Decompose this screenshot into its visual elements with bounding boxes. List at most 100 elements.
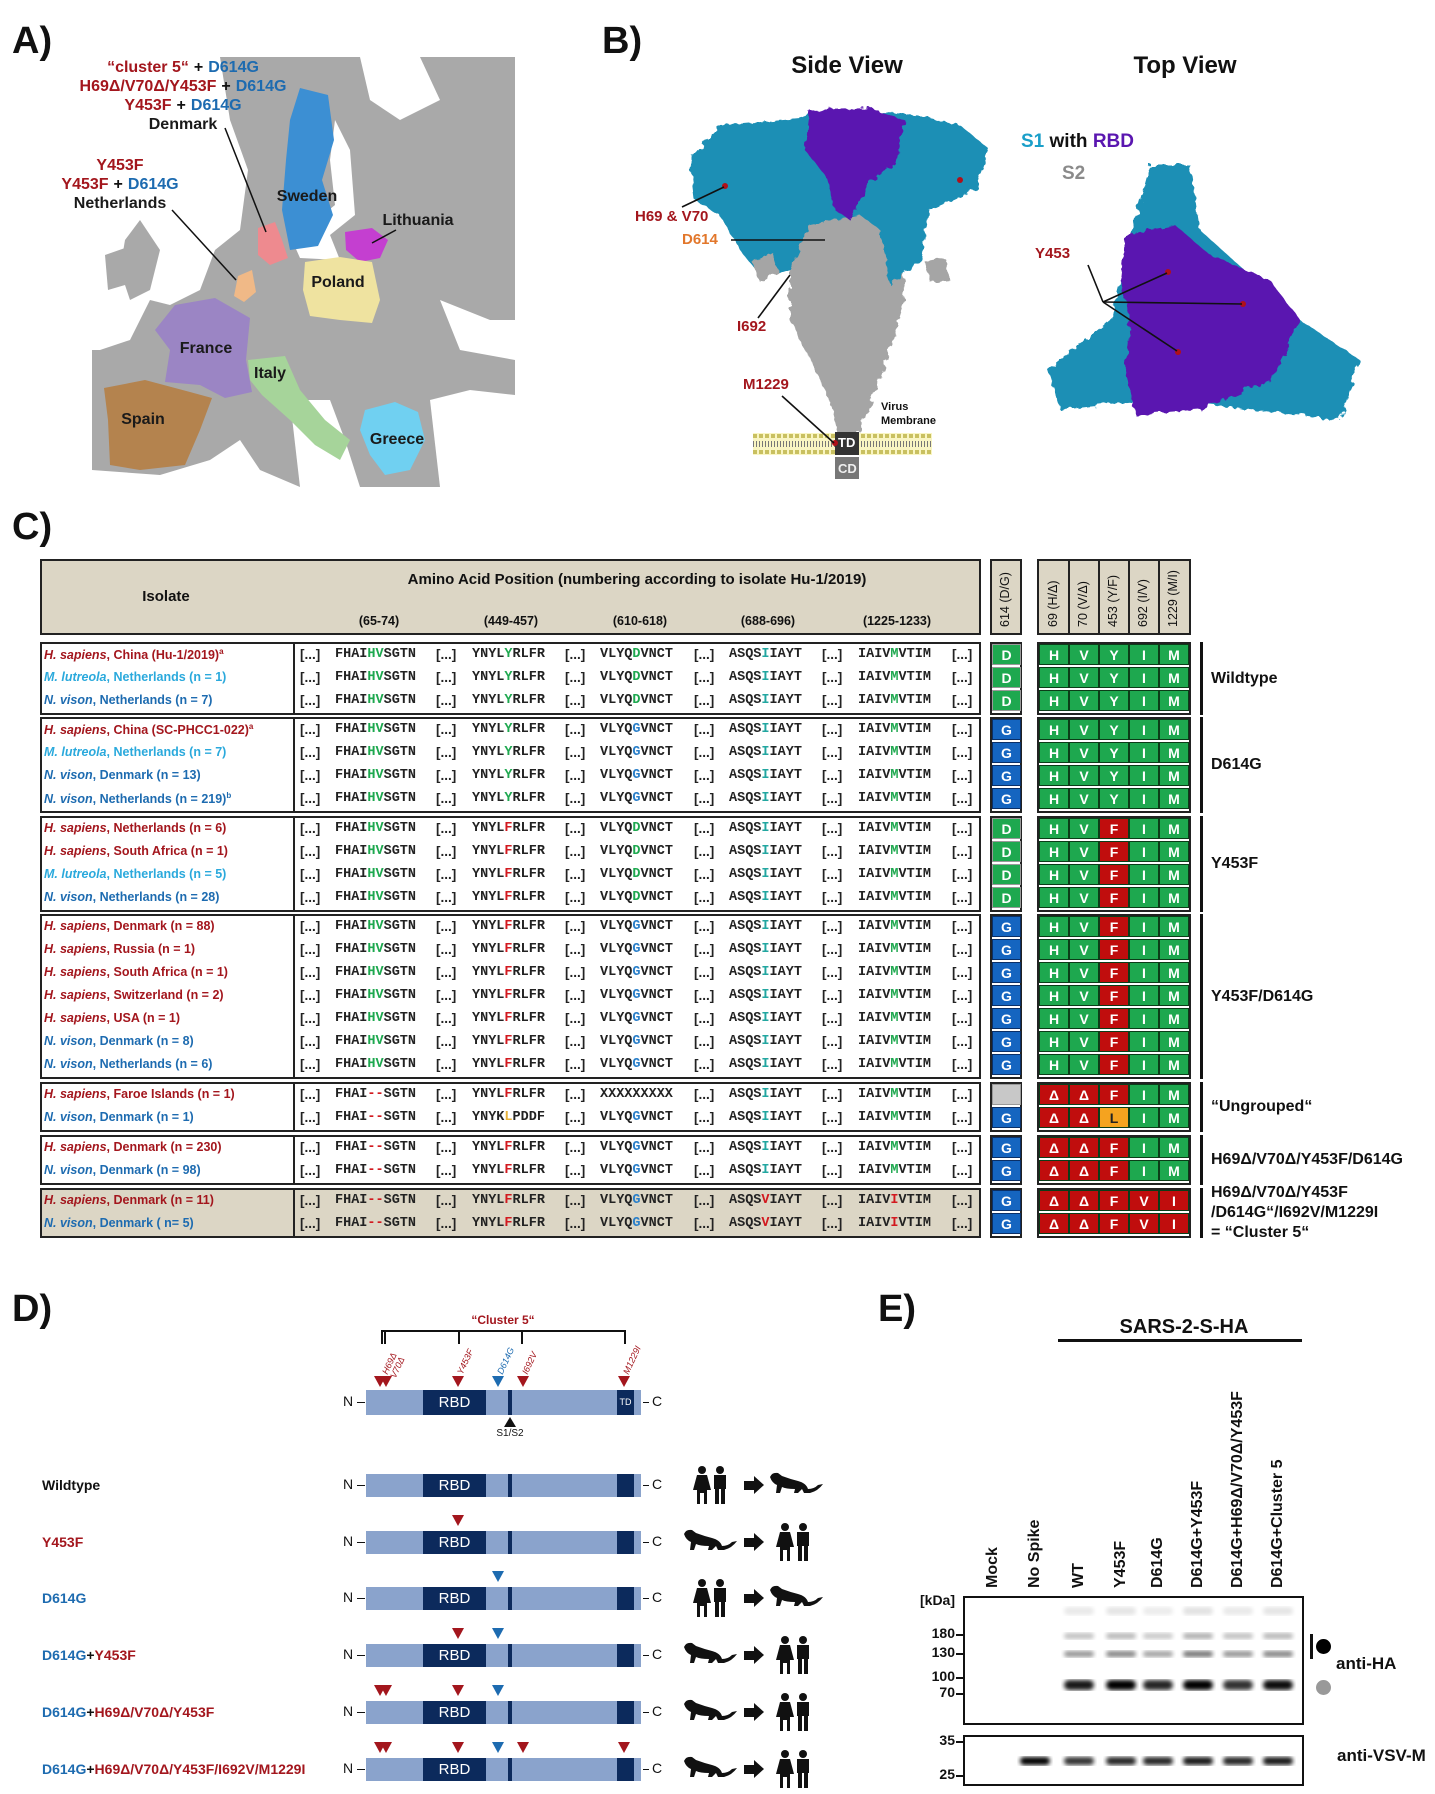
variant-label-part: D614G (42, 1590, 87, 1606)
c-dash (643, 1402, 649, 1403)
mutation-cell: I (1129, 1107, 1159, 1128)
ellipsis: [...] (565, 693, 586, 708)
mutation-marker-icon (452, 1376, 464, 1387)
variant-blue: D614G (190, 97, 242, 114)
sequence-group-box (293, 642, 981, 715)
residues: YNYL (472, 942, 505, 957)
residues: IAIV (858, 1110, 891, 1125)
anti-vsv-m-blot (963, 1735, 1304, 1786)
sequence-segment: FHAIHVSGTN (335, 647, 416, 662)
residues: IAIV (858, 867, 891, 882)
mutation-cell: I (1129, 887, 1159, 908)
humans-icon (776, 1693, 812, 1731)
residues: SGTN (383, 942, 417, 957)
residue-614-cell: G (992, 1107, 1021, 1128)
highlighted-residue: Y (504, 745, 513, 760)
residues: RLFR (512, 745, 545, 760)
group-bracket (1200, 1135, 1203, 1185)
mutation-cell: I (1129, 1160, 1159, 1181)
residue-614-cell: G (992, 1008, 1021, 1029)
c-dash (643, 1542, 649, 1543)
residues: VLYQ (600, 1216, 633, 1231)
highlighted-residue: M (890, 670, 899, 685)
humans-icon (776, 1750, 812, 1788)
residues: FHAI (335, 1110, 368, 1125)
highlighted-residue: -- (367, 1216, 384, 1231)
residue-614-cell: D (992, 667, 1021, 688)
mutation-cell: F (1099, 1084, 1129, 1105)
mutation-columns-header (1037, 559, 1191, 635)
highlighted-residue: HV (367, 821, 384, 836)
highlighted-residue: G (632, 919, 641, 934)
ellipsis: [...] (565, 821, 586, 836)
sequence-segment: YNYLYRLFR (472, 693, 545, 708)
mutation-column-header: 69 (H/Δ) (1046, 580, 1060, 627)
isolate-origin: , Netherlands (n = 6) (106, 821, 227, 835)
ellipsis: [...] (300, 768, 321, 783)
label-france: France (179, 340, 233, 357)
highlighted-residue: M (890, 1110, 899, 1125)
residues: IAYT (769, 1140, 802, 1155)
lane-label: WT (1070, 1563, 1087, 1588)
residues: ASQS (729, 844, 762, 859)
mutation-cell: Δ (1069, 1084, 1099, 1105)
ellipsis: [...] (565, 768, 586, 783)
residues: RLFR (512, 1216, 545, 1231)
sequence-segment: FHAI--SGTN (335, 1087, 416, 1102)
mutation-cell: V (1069, 887, 1099, 908)
sequence-segment: FHAIHVSGTN (335, 942, 416, 957)
residues: IAIV (858, 647, 891, 662)
mutation-marker-icon (452, 1515, 464, 1526)
ellipsis: [...] (822, 693, 843, 708)
isolate-origin: , Denmark ( n= 5) (92, 1216, 194, 1230)
highlighted-residue: G (632, 988, 641, 1003)
full-length-dot-icon (1316, 1639, 1331, 1654)
ellipsis: [...] (822, 1193, 843, 1208)
highlighted-residue: M (890, 745, 899, 760)
sequence-group-box (293, 717, 981, 813)
host-species: H. sapiens (44, 821, 107, 835)
full-length-bracket (1310, 1634, 1313, 1659)
cleavage-label: S1/S2 (496, 1428, 524, 1439)
highlighted-residue: L (504, 1110, 513, 1125)
sequence-segment: VLYQDVNCT (600, 693, 673, 708)
residues: RLFR (512, 647, 545, 662)
residues: VLYQ (600, 745, 633, 760)
legend-s2: S2 (1062, 163, 1086, 184)
sequence-segment: IAIVMVTIM (858, 647, 931, 662)
residue-614-cell: G (992, 916, 1021, 937)
residues: IAYT (769, 965, 802, 980)
isolate-name: M. lutreola, Netherlands (n = 5) (44, 867, 226, 881)
ellipsis: [...] (952, 1110, 973, 1125)
sequence-segment: IAIVMVTIM (858, 1011, 931, 1026)
mutation-cell: M (1159, 667, 1189, 688)
highlighted-residue: D (632, 890, 641, 905)
group-label: Y453F/D614G (1211, 987, 1313, 1007)
mutation-cell: I (1129, 1137, 1159, 1158)
residues: VTIM (898, 867, 931, 882)
mutation-cell: H (1039, 962, 1069, 983)
sequence-segment: ASQSIIAYT (729, 988, 802, 1003)
highlighted-residue: D (632, 867, 641, 882)
panel-c-label: C) (12, 506, 53, 548)
residues: VLYQ (600, 693, 633, 708)
residue-614-cell: G (992, 962, 1021, 983)
transmission-arrow-head (754, 1646, 764, 1664)
residues: IAIV (858, 1163, 891, 1178)
mutation-cell: V (1069, 939, 1099, 960)
residues: VTIM (898, 693, 931, 708)
residues: VTIM (898, 1216, 931, 1231)
mutation-cell: V (1069, 818, 1099, 839)
residues: RLFR (512, 670, 545, 685)
s2-glycan-left (752, 252, 778, 282)
site-label-y453: Y453 (1035, 245, 1071, 262)
n-dash (357, 1402, 365, 1403)
ellipsis: [...] (565, 1057, 586, 1072)
isolate-origin: , South Africa (n = 1) (106, 965, 228, 979)
group-label: D614G (1211, 755, 1262, 775)
residue-614-cell: G (992, 1054, 1021, 1075)
ellipsis: [...] (565, 1110, 586, 1125)
isolate-origin: , Denmark (n = 11) (106, 1193, 214, 1207)
ellipsis: [...] (694, 745, 715, 760)
ellipsis: [...] (300, 1110, 321, 1125)
